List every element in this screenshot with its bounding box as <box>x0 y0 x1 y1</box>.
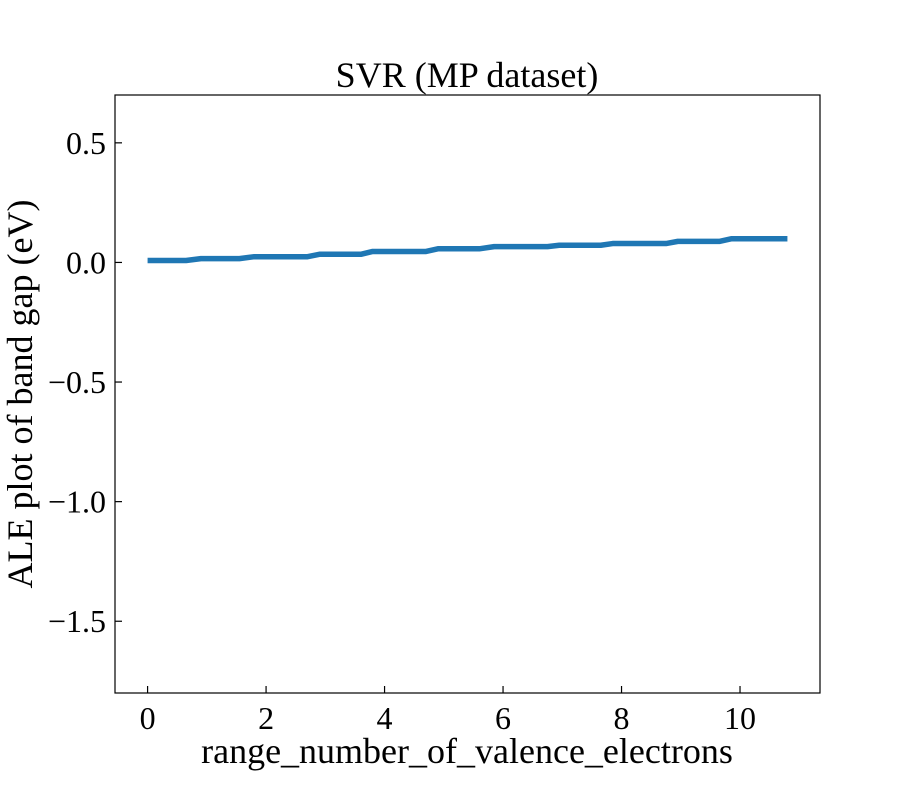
y-tick-label: 0.0 <box>66 244 106 280</box>
x-tick-label: 10 <box>724 700 756 736</box>
y-axis-label: ALE plot of band gap (eV) <box>0 200 40 589</box>
series-line <box>147 236 788 264</box>
x-tick-label: 8 <box>614 700 630 736</box>
x-axis-ticks: 0 2 4 6 8 10 <box>140 686 756 736</box>
x-tick-label: 4 <box>377 700 393 736</box>
x-tick-label: 2 <box>258 700 274 736</box>
x-tick-label: 6 <box>495 700 511 736</box>
y-tick-label: −1.5 <box>48 603 106 639</box>
x-axis-label: range_number_of_valence_electrons <box>201 731 733 771</box>
y-tick-label: −0.5 <box>48 364 106 400</box>
y-tick-label: −1.0 <box>48 484 106 520</box>
chart-title: SVR (MP dataset) <box>336 55 599 95</box>
plot-area-frame <box>114 94 821 694</box>
series-layer <box>147 236 788 264</box>
y-tick-label: 0.5 <box>66 125 106 161</box>
y-axis-ticks: 0.5 0.0 −0.5 −1.0 −1.5 <box>48 125 122 639</box>
x-tick-label: 0 <box>140 700 156 736</box>
